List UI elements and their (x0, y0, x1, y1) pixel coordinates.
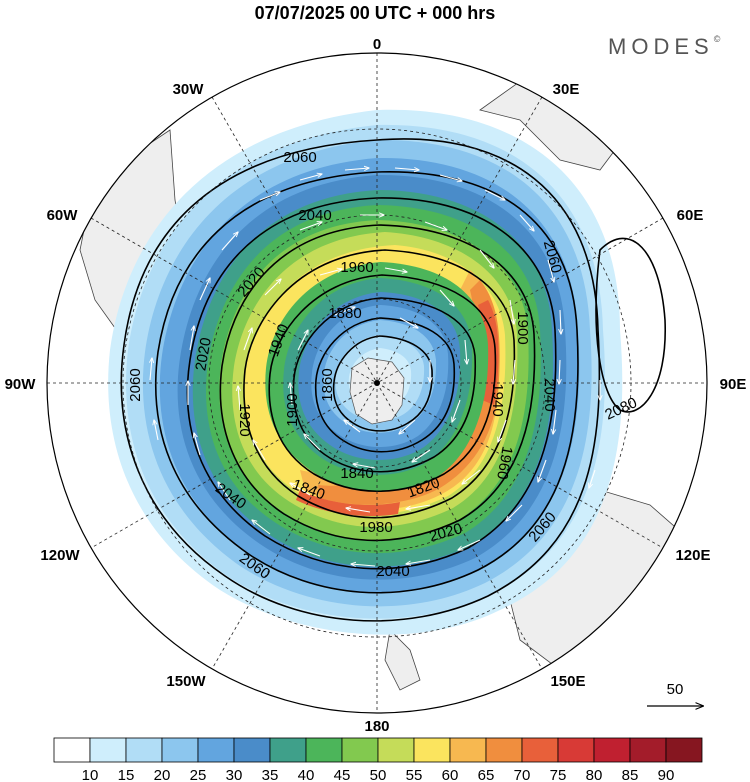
contour-label: 2040 (376, 563, 409, 580)
contour-label: 2040 (298, 207, 331, 224)
colorbar-swatch (449, 737, 487, 763)
new-zealand-land (384, 629, 421, 691)
map-boundary (46, 52, 708, 714)
colorbar-label: 30 (226, 767, 243, 782)
modes-logo: MODES© (608, 34, 721, 59)
colorbar-swatch (53, 737, 91, 763)
colorbar-label: 80 (586, 767, 603, 782)
contour-label: 1960 (493, 445, 516, 481)
colorbar-label: 20 (154, 767, 171, 782)
lon-label-90w: 90W (5, 376, 37, 393)
colorbar-label: 60 (442, 767, 459, 782)
longitude-labels: 0 30E 60E 90E 120E 150E 180 150W 120W 90… (5, 36, 747, 735)
colorbar-swatch (629, 737, 667, 763)
contour-label: 2040 (541, 378, 558, 411)
contour-label: 1900 (514, 311, 531, 344)
colorbar-swatch (377, 737, 415, 763)
contour-label: 1980 (359, 519, 392, 536)
lon-label-90e: 90E (720, 376, 747, 393)
colorbar-label: 55 (406, 767, 423, 782)
contour-label: 1860 (319, 368, 336, 401)
colorbar-swatch (521, 737, 559, 763)
contour-label: 1900 (284, 393, 301, 426)
wind-vectors (150, 168, 600, 566)
map-field: 2060 2040 2020 1960 1940 1880 2020 2060 … (47, 53, 707, 713)
contour-label: 1880 (328, 305, 361, 322)
colorbar-swatch (125, 737, 163, 763)
colorbar-label: 10 (82, 767, 99, 782)
lon-label-150w: 150W (166, 673, 206, 690)
lon-label-60w: 60W (47, 207, 79, 224)
lon-label-120e: 120E (675, 547, 710, 564)
contour-label: 1960 (340, 259, 373, 276)
colorbar-swatch (557, 737, 595, 763)
colorbar-label: 50 (370, 767, 387, 782)
contour-label: 1940 (489, 383, 506, 416)
colorbar-swatch (665, 737, 703, 763)
colorbar-swatch (305, 737, 343, 763)
colorbar-swatch (593, 737, 631, 763)
lon-label-30w: 30W (173, 81, 205, 98)
lon-label-120w: 120W (40, 547, 80, 564)
colorbar-label: 15 (118, 767, 135, 782)
colorbar-label: 45 (334, 767, 351, 782)
colorbar-swatch (161, 737, 199, 763)
colorbar-swatch (269, 737, 307, 763)
contour-label: 1920 (236, 403, 253, 436)
colorbar-swatch (341, 737, 379, 763)
lon-label-0: 0 (373, 36, 381, 53)
contour-label: 2060 (283, 149, 316, 166)
pole-marker (374, 380, 380, 386)
lon-label-150e: 150E (550, 673, 585, 690)
reference-vector: 50 (647, 681, 703, 706)
colorbar: 10 15 20 25 30 35 40 45 50 55 60 65 70 75 80 85 90 (53, 737, 703, 782)
colorbar-label: 85 (622, 767, 639, 782)
colorbar-swatch (89, 737, 127, 763)
colorbar-label: 40 (298, 767, 315, 782)
reference-vector-label: 50 (667, 681, 684, 698)
lon-label-60e: 60E (677, 207, 704, 224)
colorbar-swatch (233, 737, 271, 763)
colorbar-label: 25 (190, 767, 207, 782)
colorbar-label: 90 (658, 767, 675, 782)
colorbar-swatch (197, 737, 235, 763)
lon-label-30e: 30E (553, 81, 580, 98)
colorbar-label: 35 (262, 767, 279, 782)
lon-label-180: 180 (364, 718, 389, 735)
map-title: 07/07/2025 00 UTC + 000 hrs (254, 3, 496, 23)
contour-label: 2020 (192, 336, 215, 372)
colorbar-swatch (485, 737, 523, 763)
contour-label: 2060 (127, 368, 144, 401)
height-contours (120, 138, 666, 622)
colorbar-label: 70 (514, 767, 531, 782)
colorbar-label: 65 (478, 767, 495, 782)
colorbar-label: 75 (550, 767, 567, 782)
colorbar-swatch (413, 737, 451, 763)
contour-label: 1840 (340, 465, 373, 482)
